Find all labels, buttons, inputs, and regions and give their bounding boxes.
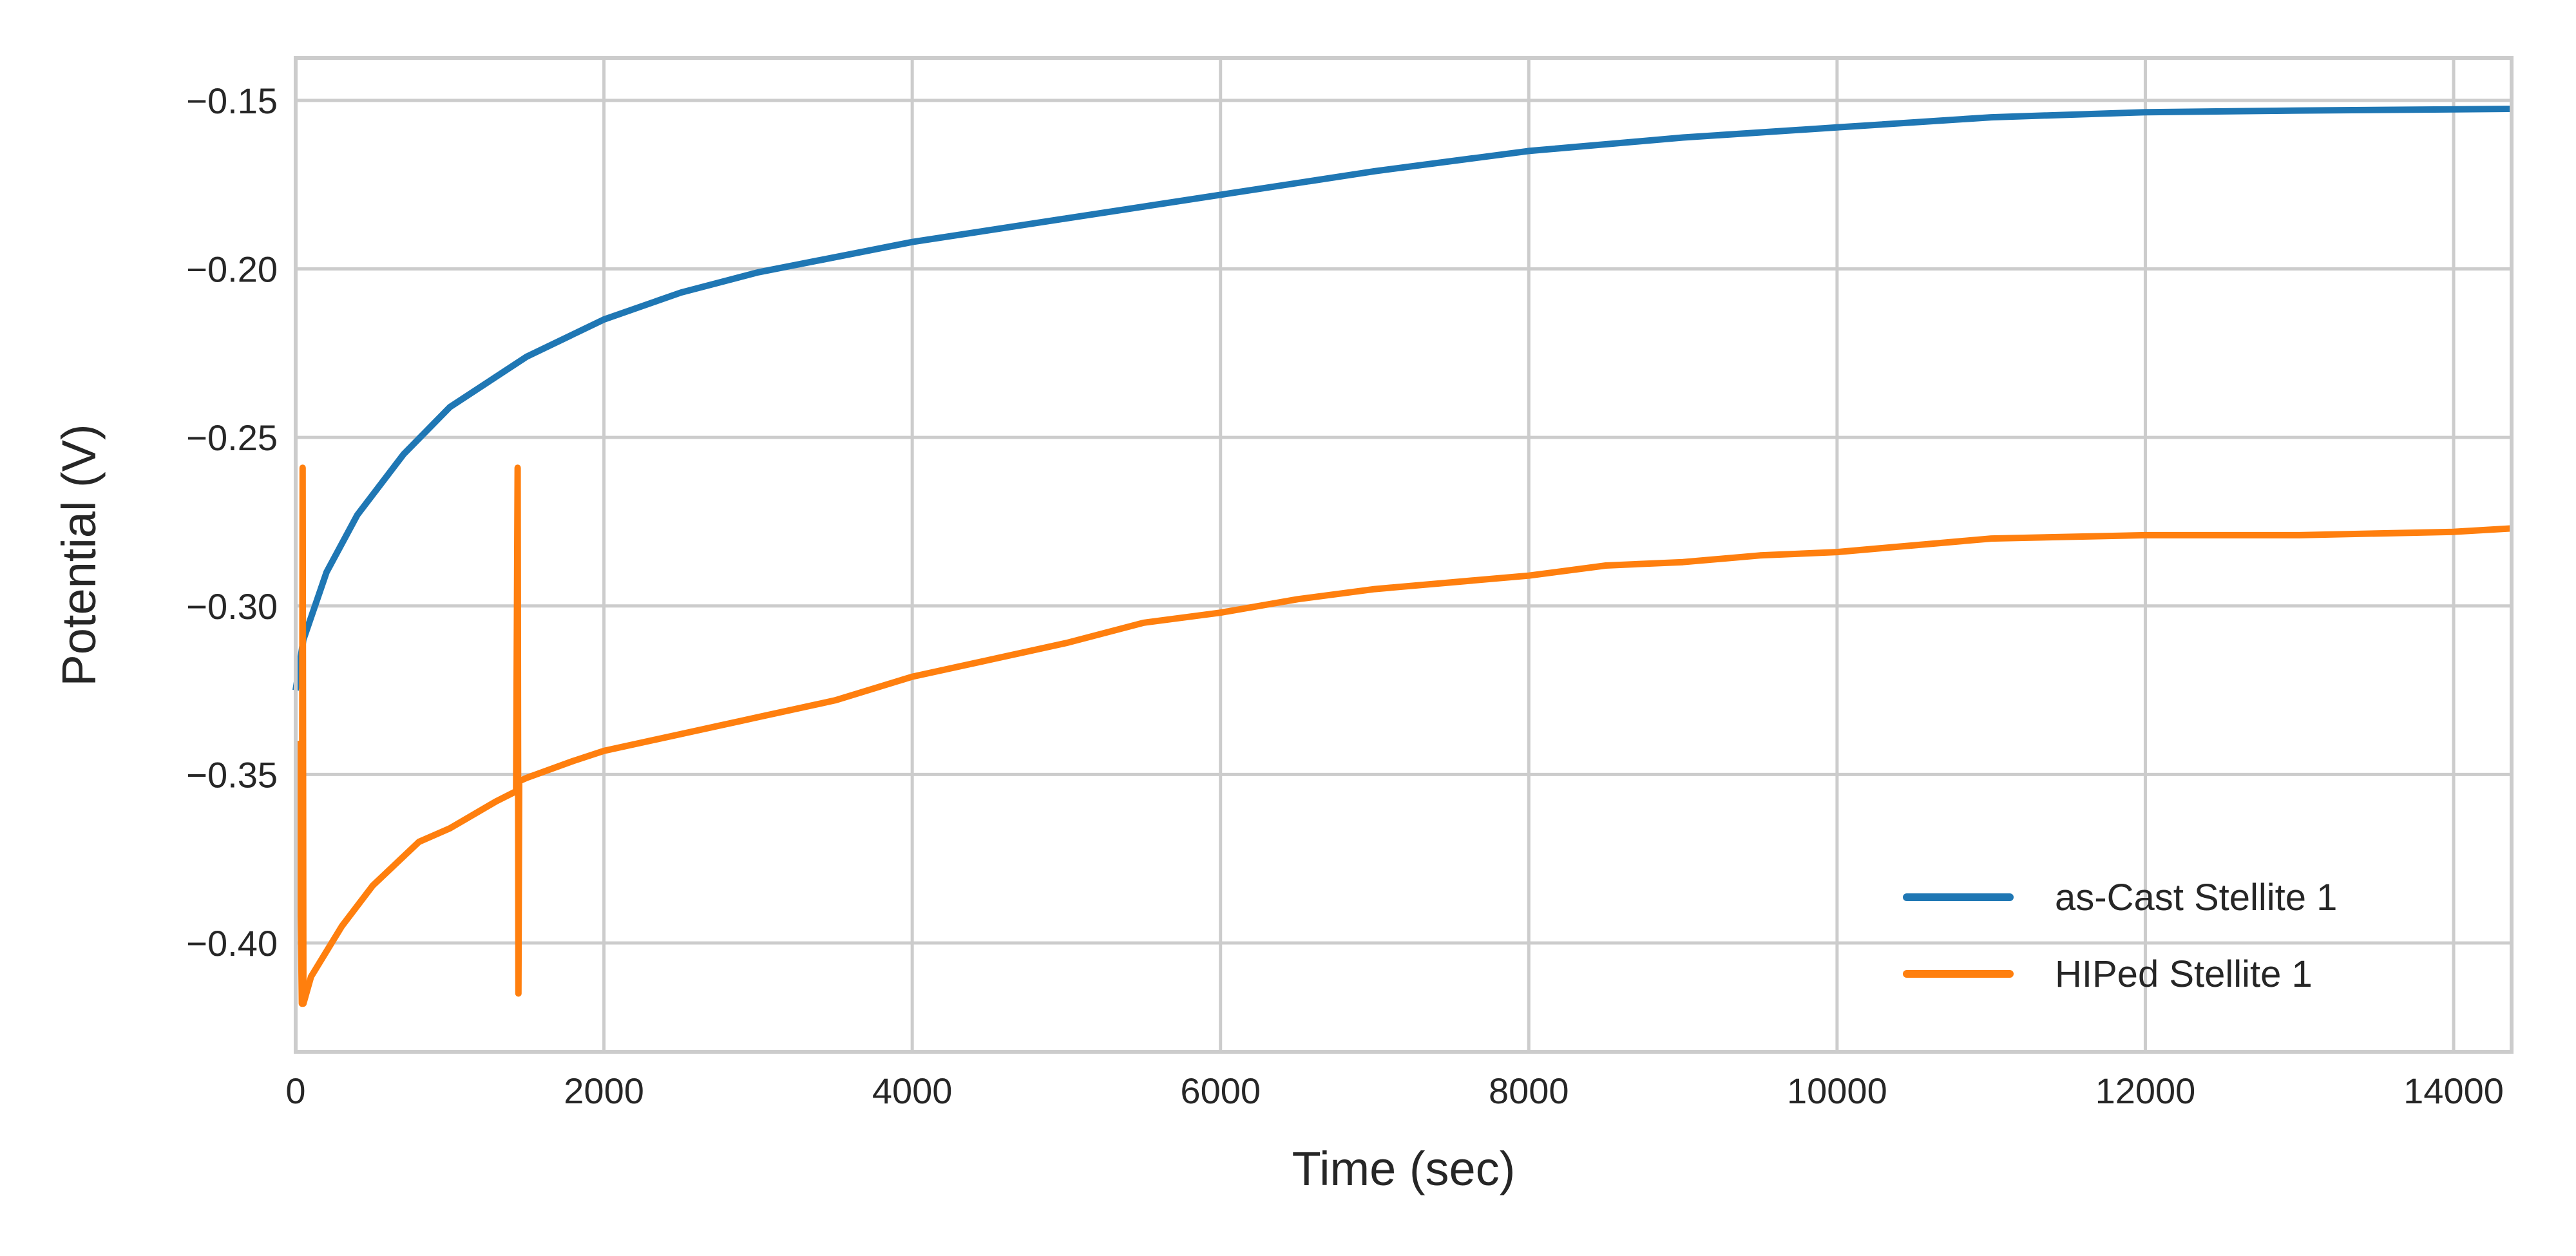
y-tick-label: −0.25 xyxy=(186,417,278,458)
plot-frame xyxy=(294,56,2514,1054)
x-tick-label: 12000 xyxy=(2095,1070,2196,1111)
x-tick-label: 8000 xyxy=(1489,1070,1569,1111)
series-line-hiped xyxy=(295,464,2512,1007)
y-tick-label: −0.20 xyxy=(186,249,278,290)
y-tick-label: −0.15 xyxy=(186,81,278,121)
legend-label-hiped: HIPed Stellite 1 xyxy=(2055,953,2313,995)
series-line-as-cast xyxy=(292,106,2512,691)
y-tick-label: −0.30 xyxy=(186,586,278,627)
y-tick-label: −0.40 xyxy=(186,923,278,964)
legend: as-Cast Stellite 1 HIPed Stellite 1 xyxy=(1903,877,2337,995)
series-lines xyxy=(292,106,2512,1007)
x-tick-label: 10000 xyxy=(1787,1070,1887,1111)
x-tick-labels: 0 2000 4000 6000 8000 10000 12000 14000 xyxy=(285,1070,2503,1111)
legend-label-as-cast: as-Cast Stellite 1 xyxy=(2055,877,2337,918)
y-axis-label: Potential (V) xyxy=(52,424,106,686)
x-axis-label: Time (sec) xyxy=(1292,1142,1516,1195)
x-tick-label: 0 xyxy=(285,1070,305,1111)
x-tick-label: 6000 xyxy=(1180,1070,1261,1111)
x-tick-label: 2000 xyxy=(564,1070,644,1111)
x-tick-label: 14000 xyxy=(2403,1070,2504,1111)
y-tick-label: −0.35 xyxy=(186,754,278,795)
x-tick-label: 4000 xyxy=(872,1070,953,1111)
y-tick-labels: −0.15 −0.20 −0.25 −0.30 −0.35 −0.40 xyxy=(186,81,278,964)
